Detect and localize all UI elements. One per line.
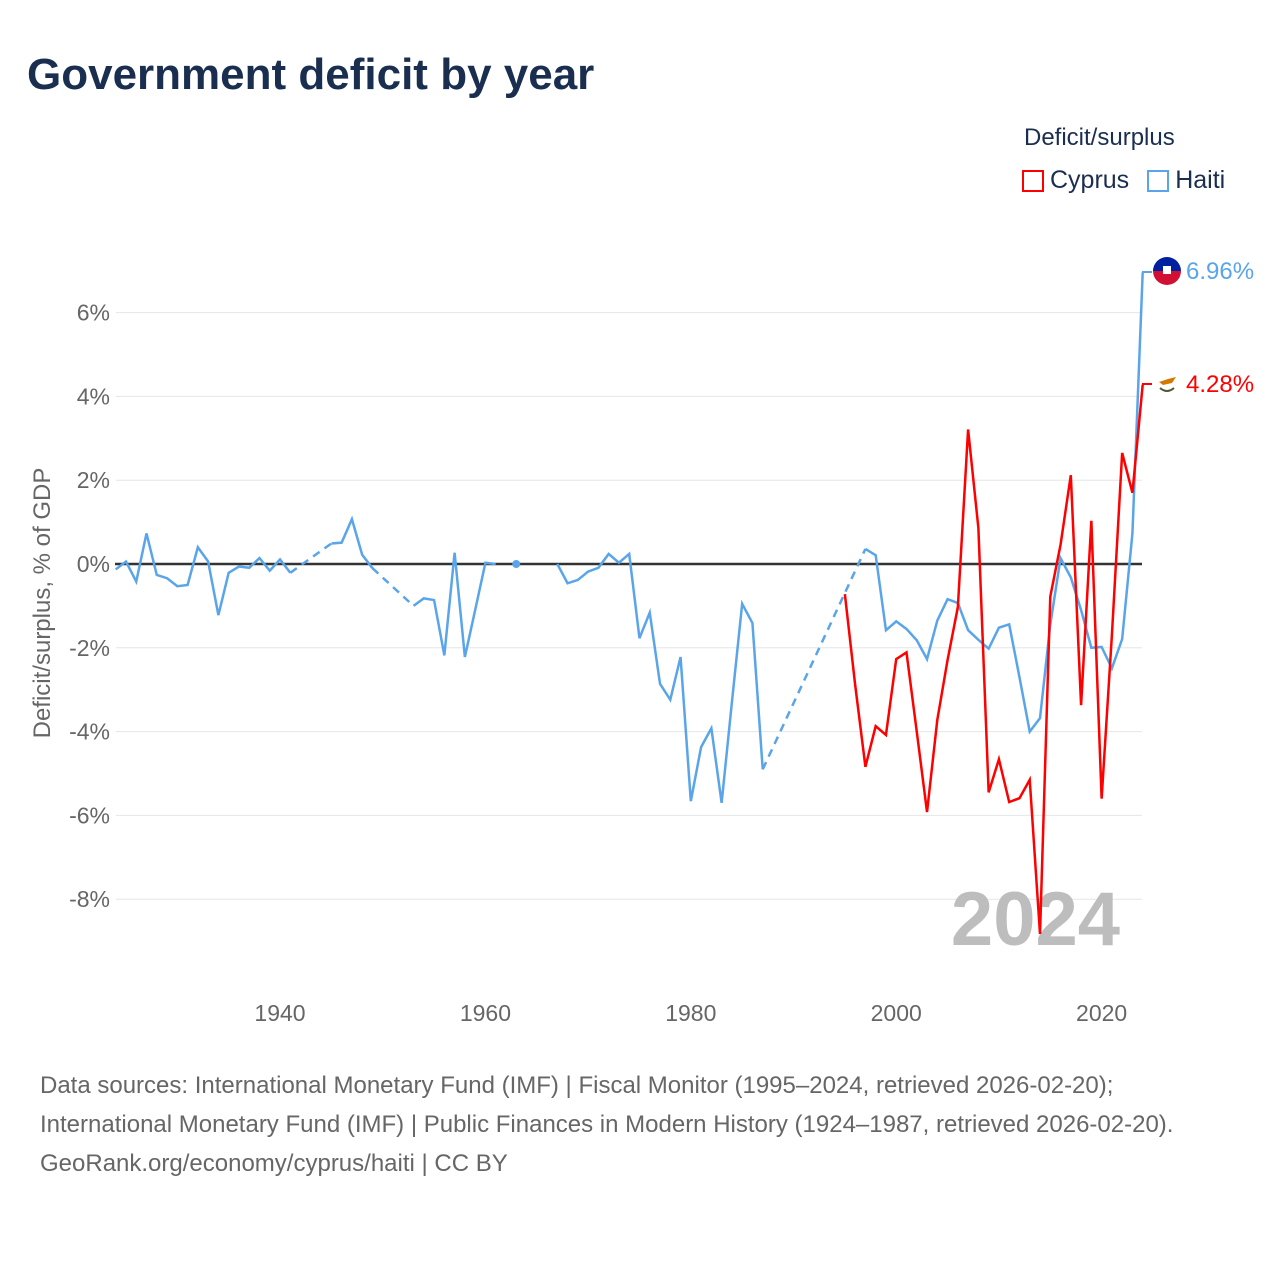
legend: Cyprus Haiti — [1022, 166, 1225, 195]
haiti-line — [331, 515, 374, 569]
haiti-line — [556, 551, 764, 804]
x-tick-label: 2020 — [1076, 1000, 1127, 1026]
haiti-gap-line — [289, 542, 333, 574]
y-tick-label: 4% — [77, 383, 110, 409]
end-value-cyprus: 4.28% — [1186, 371, 1254, 398]
end-label-haiti: 6.96% — [1142, 257, 1254, 285]
grid — [115, 312, 1142, 900]
legend-swatch-cyprus — [1022, 169, 1044, 192]
y-tick-label: -4% — [69, 719, 110, 745]
y-tick-label: 0% — [77, 551, 110, 577]
credit-link[interactable]: GeoRank.org/economy/cyprus/haiti | CC BY — [40, 1150, 508, 1177]
data-sources: Data sources: International Monetary Fun… — [40, 1072, 1174, 1138]
haiti-gap-line — [371, 567, 415, 607]
y-tick-label: -6% — [69, 802, 110, 828]
x-tick-label: 2000 — [871, 1000, 922, 1026]
cyprus-line — [843, 384, 1144, 935]
y-tick-label: -8% — [69, 886, 110, 912]
end-value-haiti: 6.96% — [1186, 258, 1254, 285]
legend-label-cyprus: Cyprus — [1050, 166, 1130, 194]
legend-title: Deficit/surplus — [1024, 124, 1175, 151]
y-axis-label: Deficit/surplus, % of GDP — [29, 468, 56, 739]
x-tick-label: 1960 — [460, 1000, 511, 1026]
x-tick-label: 1980 — [665, 1000, 716, 1026]
haiti-gap-line — [761, 548, 867, 770]
legend-label-haiti: Haiti — [1175, 166, 1226, 194]
y-tick-label: 6% — [77, 300, 110, 326]
y-tick-label: -2% — [69, 635, 110, 661]
y-tick-label: 2% — [77, 467, 110, 493]
cyprus-flag-icon — [1154, 371, 1180, 397]
y-axis-ticks: -8% -6% -4% -2% 0% 2% 4% 6% — [69, 300, 110, 913]
haiti-line — [114, 533, 292, 616]
haiti-line — [412, 552, 496, 658]
legend-item-haiti[interactable]: Haiti — [1147, 166, 1225, 195]
x-tick-label: 1940 — [254, 1000, 305, 1026]
year-watermark: 2024 — [951, 877, 1120, 962]
legend-item-cyprus[interactable]: Cyprus — [1022, 166, 1129, 195]
haiti-flag-icon — [1153, 257, 1181, 285]
x-axis-ticks: 1940 1960 1980 2000 2020 — [254, 1000, 1127, 1026]
series-lines — [114, 272, 1144, 935]
haiti-point — [512, 560, 521, 568]
end-label-cyprus: 4.28% — [1142, 371, 1254, 398]
footer: Data sources: International Monetary Fun… — [40, 1066, 1240, 1183]
chart-title: Government deficit by year — [27, 50, 595, 99]
legend-swatch-haiti — [1147, 169, 1170, 192]
